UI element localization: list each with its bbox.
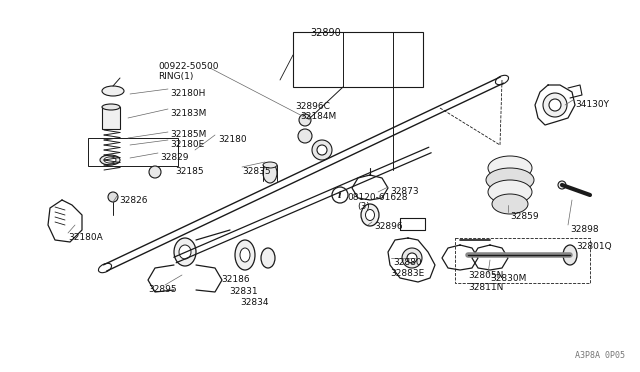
Text: 32834: 32834 [240, 298, 269, 307]
Text: 32180E: 32180E [170, 140, 204, 149]
Text: 32890: 32890 [310, 28, 340, 38]
Text: 34130Y: 34130Y [575, 100, 609, 109]
Circle shape [317, 145, 327, 155]
Ellipse shape [361, 204, 379, 226]
Text: 32184M: 32184M [300, 112, 336, 121]
Text: 32180: 32180 [218, 135, 246, 144]
Bar [88, 138, 178, 166]
Ellipse shape [100, 155, 120, 165]
Circle shape [332, 187, 348, 203]
Ellipse shape [102, 104, 120, 110]
Text: i: i [338, 192, 342, 201]
Ellipse shape [261, 248, 275, 268]
Text: 32883E: 32883E [390, 269, 424, 278]
Circle shape [312, 140, 332, 160]
Ellipse shape [263, 162, 277, 168]
Ellipse shape [492, 194, 528, 214]
Text: 32896: 32896 [374, 222, 403, 231]
Bar [455, 238, 590, 283]
Ellipse shape [104, 157, 116, 163]
Text: 32180A: 32180A [68, 233, 103, 242]
Ellipse shape [563, 245, 577, 265]
Circle shape [108, 192, 118, 202]
Text: 32873: 32873 [390, 187, 419, 196]
Ellipse shape [240, 248, 250, 262]
Ellipse shape [263, 163, 277, 183]
Circle shape [407, 253, 417, 263]
Ellipse shape [365, 209, 374, 221]
Text: 32895: 32895 [148, 285, 177, 294]
Text: 32183M: 32183M [170, 109, 206, 118]
Ellipse shape [495, 75, 509, 85]
Ellipse shape [486, 168, 534, 192]
Text: 32830M: 32830M [490, 274, 526, 283]
Text: A3P8A 0P05: A3P8A 0P05 [575, 351, 625, 360]
Ellipse shape [99, 263, 111, 273]
Circle shape [299, 114, 311, 126]
Circle shape [543, 93, 567, 117]
Text: 32831: 32831 [229, 287, 258, 296]
Ellipse shape [235, 240, 255, 270]
Ellipse shape [488, 156, 532, 180]
Text: 32859: 32859 [510, 212, 539, 221]
Text: 32826: 32826 [119, 196, 147, 205]
Text: 32801Q: 32801Q [576, 242, 612, 251]
Text: 32898: 32898 [570, 225, 598, 234]
Ellipse shape [174, 238, 196, 266]
Ellipse shape [179, 245, 191, 259]
Text: 32186: 32186 [221, 275, 250, 284]
Circle shape [298, 129, 312, 143]
Text: 32835: 32835 [242, 167, 271, 176]
Text: 32805N: 32805N [468, 271, 504, 280]
Text: 08120-61628: 08120-61628 [347, 193, 408, 202]
Bar [102, 107, 120, 129]
Text: 32185M: 32185M [170, 130, 206, 139]
Text: 32185: 32185 [175, 167, 204, 176]
Text: RING(1): RING(1) [158, 72, 193, 81]
Text: 32829: 32829 [160, 153, 189, 162]
Text: 00922-50500: 00922-50500 [158, 62, 218, 71]
Circle shape [549, 99, 561, 111]
Circle shape [558, 181, 566, 189]
Bar [293, 32, 423, 87]
Circle shape [402, 248, 422, 268]
Text: 32180H: 32180H [170, 89, 205, 98]
Ellipse shape [102, 86, 124, 96]
Text: 32880: 32880 [393, 258, 422, 267]
Text: 32896C: 32896C [295, 102, 330, 111]
Text: 32811N: 32811N [468, 283, 504, 292]
Text: (3): (3) [357, 202, 370, 211]
Circle shape [149, 166, 161, 178]
Ellipse shape [488, 180, 532, 204]
